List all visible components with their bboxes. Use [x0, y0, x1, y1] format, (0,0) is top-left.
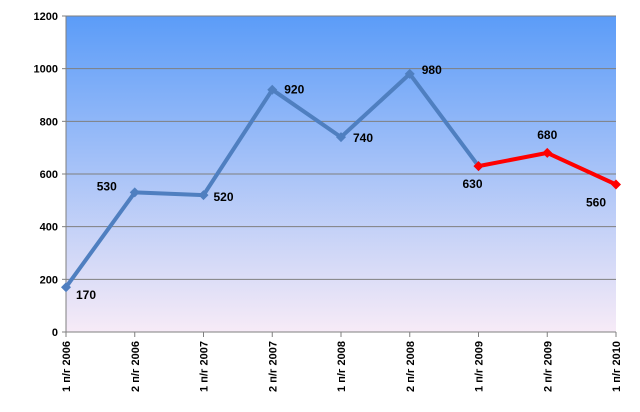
data-label: 520 [214, 190, 234, 204]
data-label: 740 [353, 131, 373, 145]
data-label: 560 [586, 196, 606, 210]
y-axis-ticks: 0 200 400 600 800 1000 1200 [34, 11, 66, 339]
x-tick-label: 2 п/г 2008 [405, 341, 417, 392]
data-label: 630 [462, 177, 482, 191]
x-tick-label: 1 п/г 2008 [336, 341, 348, 392]
y-tick-label: 800 [40, 116, 58, 128]
y-tick-label: 1000 [34, 64, 58, 76]
data-point [336, 132, 346, 143]
y-tick-label: 400 [40, 222, 58, 234]
data-point [404, 68, 415, 79]
x-axis-ticks: 1 п/г 2006 2 п/г 2006 1 п/г 2007 2 п/г 2007… [61, 332, 623, 392]
x-tick-label: 1 п/г 2006 [61, 341, 73, 392]
data-point [61, 282, 71, 293]
data-point [542, 147, 553, 158]
data-label: 980 [422, 63, 442, 77]
data-label: 530 [97, 179, 117, 193]
y-tick-label: 600 [40, 169, 58, 181]
gridlines [66, 15, 616, 280]
data-point [473, 161, 484, 172]
y-tick-label: 1200 [34, 11, 58, 23]
x-tick-label: 2 п/г 2006 [130, 341, 142, 392]
y-tick-label: 0 [52, 327, 58, 339]
data-point [611, 179, 621, 190]
data-label: 680 [537, 128, 557, 142]
data-labels: 170 530 520 920 740 980 630 680 560 [76, 63, 606, 302]
x-tick-label: 2 п/г 2009 [542, 341, 554, 392]
x-tick-label: 1 п/г 2009 [474, 341, 486, 392]
data-point [129, 187, 140, 198]
data-label: 170 [76, 288, 96, 302]
x-tick-label: 1 п/г 2010 [611, 341, 623, 392]
series-layer [61, 68, 621, 293]
data-label: 920 [284, 83, 304, 97]
x-tick-label: 1 п/г 2007 [199, 341, 211, 392]
x-tick-label: 2 п/г 2007 [267, 341, 279, 392]
data-point [267, 84, 278, 95]
data-point [198, 190, 209, 201]
y-tick-label: 200 [40, 274, 58, 286]
